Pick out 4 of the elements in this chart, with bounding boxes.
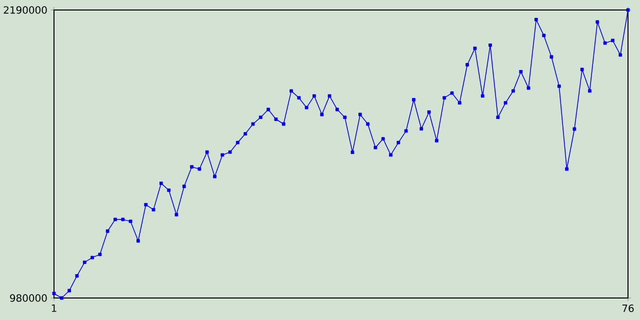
x-tick-label: 1 [52,304,56,312]
x-tick-label: 76 [622,304,634,312]
y-tick-label: 2190000 [4,6,47,14]
y-tick-label: 980000 [10,294,47,302]
